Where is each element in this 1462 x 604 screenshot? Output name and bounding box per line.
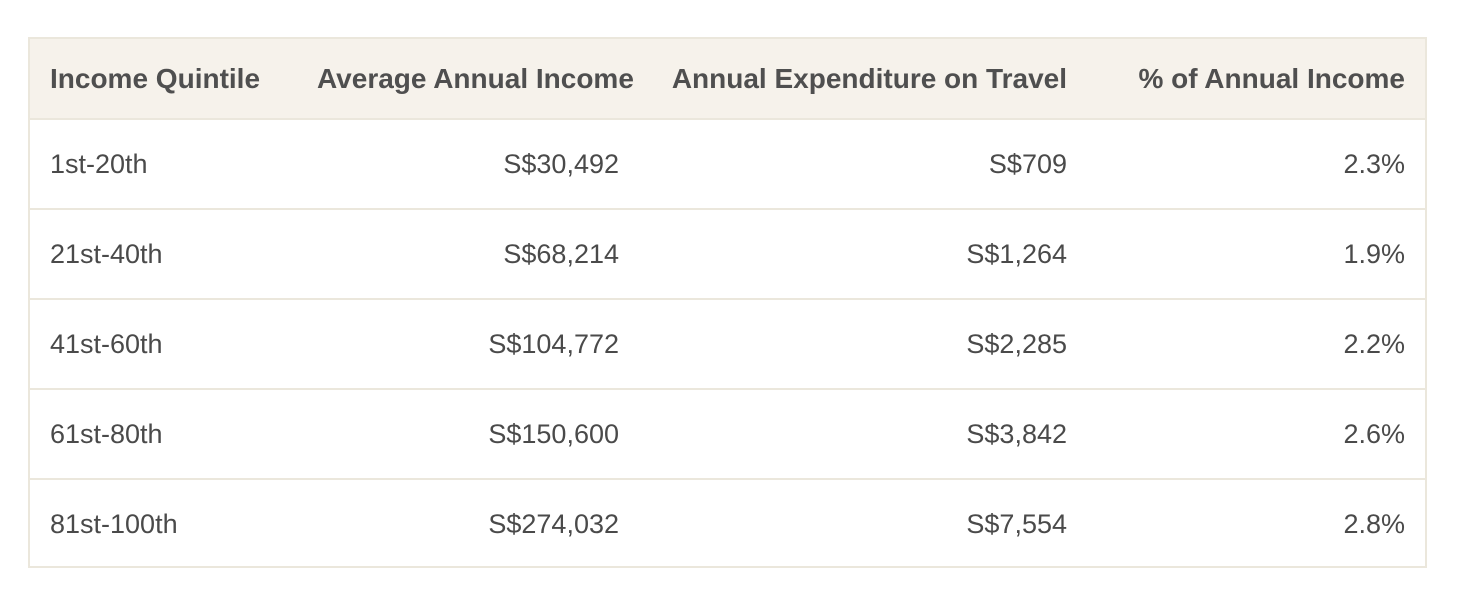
cell-annual-expenditure-on-travel: S$3,842	[966, 418, 1067, 449]
income-travel-table: Income Quintile Average Annual Income An…	[30, 39, 1425, 569]
column-header-annual-expenditure-on-travel: Annual Expenditure on Travel	[671, 62, 1067, 94]
cell-annual-expenditure-on-travel: S$2,285	[966, 328, 1067, 359]
cell-income-quintile: 41st-60th	[50, 328, 163, 359]
cell-average-annual-income: S$274,032	[488, 509, 619, 539]
income-travel-table-container: Income Quintile Average Annual Income An…	[28, 37, 1427, 568]
cell-income-quintile: 81st-100th	[50, 509, 178, 539]
cell-percent-of-annual-income: 2.8%	[1343, 509, 1405, 539]
column-header-average-annual-income: Average Annual Income	[317, 62, 634, 94]
cell-average-annual-income: S$150,600	[488, 418, 619, 449]
header-row: Income Quintile Average Annual Income An…	[30, 39, 1425, 119]
cell-average-annual-income: S$104,772	[488, 328, 619, 359]
cell-income-quintile: 21st-40th	[50, 238, 163, 269]
table-row: 1st-20th S$30,492 S$709 2.3%	[30, 119, 1425, 209]
table-row: 81st-100th S$274,032 S$7,554 2.8%	[30, 479, 1425, 569]
cell-average-annual-income: S$68,214	[503, 238, 619, 269]
table-row: 21st-40th S$68,214 S$1,264 1.9%	[30, 209, 1425, 299]
table-body: 1st-20th S$30,492 S$709 2.3% 21st-40th S…	[30, 119, 1425, 569]
cell-income-quintile: 61st-80th	[50, 418, 163, 449]
cell-percent-of-annual-income: 2.6%	[1343, 418, 1405, 449]
cell-annual-expenditure-on-travel: S$7,554	[966, 509, 1067, 539]
column-header-percent-of-annual-income: % of Annual Income	[1138, 62, 1405, 94]
column-header-income-quintile: Income Quintile	[50, 62, 261, 94]
table-header: Income Quintile Average Annual Income An…	[30, 39, 1425, 119]
cell-income-quintile: 1st-20th	[50, 148, 148, 179]
cell-percent-of-annual-income: 2.2%	[1343, 328, 1405, 359]
cell-percent-of-annual-income: 1.9%	[1343, 238, 1405, 269]
cell-annual-expenditure-on-travel: S$1,264	[966, 238, 1067, 269]
table-row: 61st-80th S$150,600 S$3,842 2.6%	[30, 389, 1425, 479]
cell-average-annual-income: S$30,492	[503, 148, 619, 179]
table-row: 41st-60th S$104,772 S$2,285 2.2%	[30, 299, 1425, 389]
cell-percent-of-annual-income: 2.3%	[1343, 148, 1405, 179]
cell-annual-expenditure-on-travel: S$709	[988, 148, 1067, 179]
